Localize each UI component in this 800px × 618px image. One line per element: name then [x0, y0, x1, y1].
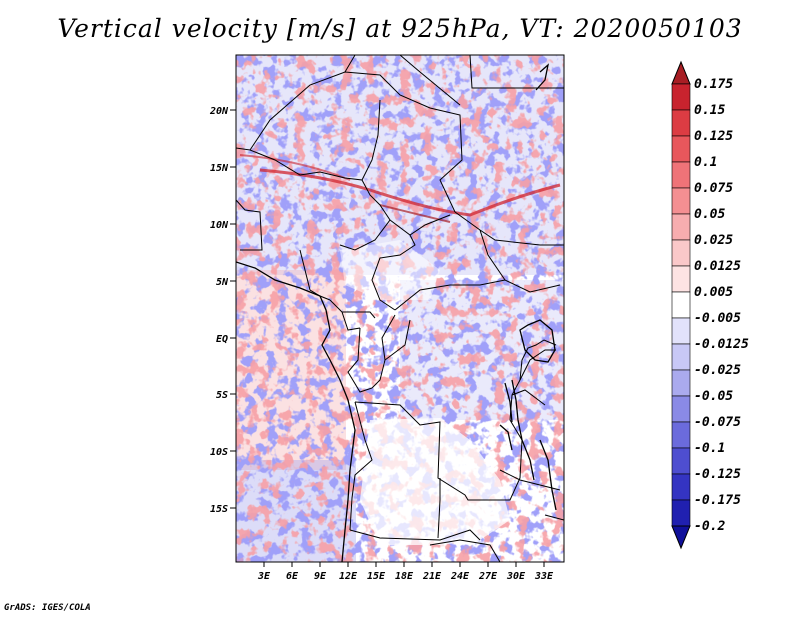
colorbar-swatch-3 [671, 135, 691, 163]
colorbar-label-2: 0.125 [694, 129, 733, 144]
map-title: Vertical velocity [m/s] at 925hPa, VT: 2… [57, 14, 743, 43]
lat-label-15n: 15N [210, 163, 229, 174]
colorbar-label-9: -0.005 [694, 311, 741, 326]
latitude-axis: 20N 15N 10N 5N EQ 5S 10S 15S [209, 106, 236, 515]
lat-label-15s: 15S [210, 504, 228, 515]
colorbar-swatch-1 [671, 83, 691, 111]
lon-label-33e: 33E [534, 571, 554, 582]
colorbar-label-8: 0.005 [694, 285, 733, 300]
lat-label-10s: 10S [210, 447, 228, 458]
colorbar-swatch-6 [671, 213, 691, 241]
colorbar-label-13: -0.075 [694, 415, 741, 430]
lat-label-10n: 10N [210, 220, 229, 231]
lon-label-6e: 6E [286, 571, 299, 582]
lon-label-15e: 15E [367, 571, 386, 582]
lon-label-24e: 24E [450, 571, 470, 582]
colorbar-swatch-15 [671, 447, 691, 475]
colorbar-label-6: 0.025 [694, 233, 733, 248]
lon-label-30e: 30E [506, 571, 526, 582]
lon-label-18e: 18E [395, 571, 414, 582]
colorbar-swatch-4 [671, 161, 691, 189]
colorbar-swatch-16 [671, 473, 691, 501]
country-borders [236, 55, 564, 562]
colorbar-swatch-8 [671, 265, 691, 293]
colorbar-swatch-7 [671, 239, 691, 267]
longitude-axis: 3E 6E 9E 12E 15E 18E 21E 24E 27E 30E 33E [257, 562, 554, 582]
colorbar-swatch-17 [671, 499, 691, 527]
colorbar-label-4: 0.075 [694, 181, 733, 196]
colorbar-swatch-10 [671, 317, 691, 345]
lon-label-21e: 21E [422, 571, 442, 582]
lat-label-5n: 5N [216, 277, 229, 288]
colorbar-label-17: -0.2 [694, 519, 725, 534]
colorbar-swatch-13 [671, 395, 691, 423]
colorbar-label-15: -0.125 [694, 467, 741, 482]
lat-label-eq: EQ [216, 334, 228, 345]
colorbar-label-5: 0.05 [694, 207, 725, 222]
velocity-field [236, 55, 564, 562]
colorbar-swatch-5 [671, 187, 691, 215]
colorbar-label-1: 0.15 [694, 103, 725, 118]
lon-label-12e: 12E [339, 571, 358, 582]
lat-label-20n: 20N [209, 106, 229, 117]
coastlines [236, 63, 557, 562]
colorbar-swatch-14 [671, 421, 691, 449]
lon-label-27e: 27E [478, 571, 498, 582]
colorbar-label-10: -0.0125 [694, 337, 749, 352]
colorbar-swatch-12 [671, 369, 691, 397]
colorbar-label-12: -0.05 [694, 389, 733, 404]
map-frame [235, 54, 565, 563]
colorbar-swatch-9 [671, 291, 691, 319]
colorbar: 0.175 0.15 0.125 0.1 0.075 0.05 0.025 0.0125 0.0… [671, 60, 749, 550]
colorbar-label-0: 0.175 [694, 77, 733, 92]
colorbar-label-3: 0.1 [694, 155, 717, 170]
colorbar-label-7: 0.0125 [694, 259, 741, 274]
grads-credit: GrADS: IGES/COLA [4, 603, 91, 613]
colorbar-swatch-18 [671, 525, 691, 550]
colorbar-label-11: -0.025 [694, 363, 741, 378]
lon-label-3e: 3E [257, 571, 271, 582]
lat-label-5s: 5S [216, 390, 228, 401]
colorbar-swatch-11 [671, 343, 691, 371]
colorbar-swatch-2 [671, 109, 691, 137]
colorbar-label-16: -0.175 [694, 493, 741, 508]
lon-label-9e: 9E [314, 571, 327, 582]
colorbar-swatch-0 [671, 60, 691, 85]
colorbar-label-14: -0.1 [694, 441, 725, 456]
